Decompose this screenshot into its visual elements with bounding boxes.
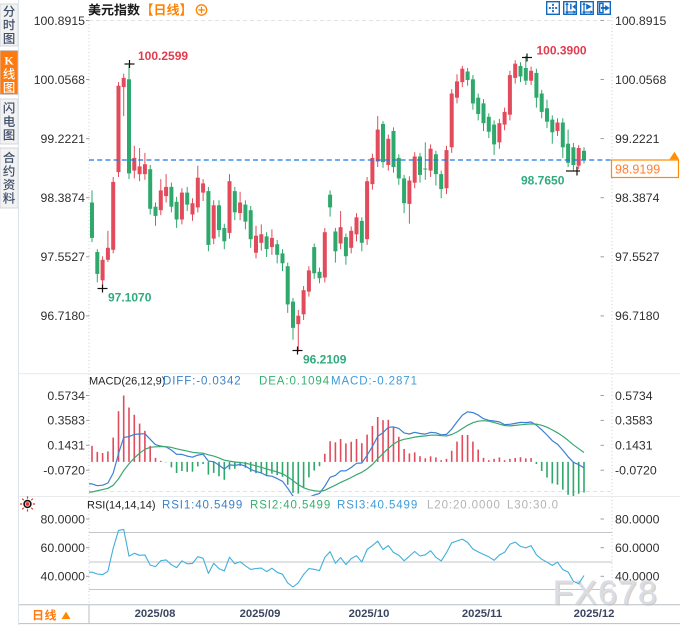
svg-text:0.5734: 0.5734 xyxy=(615,389,653,403)
svg-text:98.9199: 98.9199 xyxy=(615,163,660,177)
svg-text:99.2221: 99.2221 xyxy=(615,132,660,146)
svg-text:80.0000: 80.0000 xyxy=(41,512,86,526)
svg-text:100.0568: 100.0568 xyxy=(615,73,666,87)
svg-text:96.2109: 96.2109 xyxy=(303,353,347,367)
svg-text:40.0000: 40.0000 xyxy=(41,570,86,584)
svg-text:0.5734: 0.5734 xyxy=(47,389,85,403)
svg-text:100.8915: 100.8915 xyxy=(34,14,85,28)
svg-text:98.7650: 98.7650 xyxy=(521,174,565,188)
svg-text:100.0568: 100.0568 xyxy=(34,73,85,87)
svg-text:MACD:-0.2871: MACD:-0.2871 xyxy=(331,376,418,388)
svg-text:2025/10: 2025/10 xyxy=(349,608,390,620)
svg-text:RSI(14,14,14): RSI(14,14,14) xyxy=(87,500,155,512)
svg-text:FX678: FX678 xyxy=(554,576,659,614)
svg-text:100.8915: 100.8915 xyxy=(615,14,666,28)
svg-text:100.2599: 100.2599 xyxy=(138,49,188,63)
svg-text:98.3874: 98.3874 xyxy=(41,191,86,205)
svg-text:0.1431: 0.1431 xyxy=(615,439,653,453)
svg-text:0.1431: 0.1431 xyxy=(47,439,85,453)
svg-text:DIFF:-0.0342: DIFF:-0.0342 xyxy=(163,376,242,388)
svg-text:98.3874: 98.3874 xyxy=(615,191,660,205)
svg-text:60.0000: 60.0000 xyxy=(615,541,660,555)
svg-text:RSI1:40.5499: RSI1:40.5499 xyxy=(162,500,243,512)
svg-text:97.1070: 97.1070 xyxy=(108,291,152,305)
svg-text:-0.0720: -0.0720 xyxy=(43,464,85,478)
svg-text:97.5527: 97.5527 xyxy=(41,250,86,264)
svg-text:DEA:0.1094: DEA:0.1094 xyxy=(259,376,330,388)
svg-text:80.0000: 80.0000 xyxy=(615,512,660,526)
svg-text:96.7180: 96.7180 xyxy=(41,309,86,323)
svg-text:0.3583: 0.3583 xyxy=(47,414,85,428)
svg-text:96.7180: 96.7180 xyxy=(615,309,660,323)
svg-text:FX678: FX678 xyxy=(553,574,658,612)
svg-text:RSI2:40.5499: RSI2:40.5499 xyxy=(250,500,331,512)
svg-text:2025/12: 2025/12 xyxy=(574,608,615,620)
svg-text:99.2221: 99.2221 xyxy=(41,132,86,146)
svg-text:2025/09: 2025/09 xyxy=(240,608,281,620)
svg-text:L30:30.0: L30:30.0 xyxy=(507,500,559,512)
svg-text:-0.0720: -0.0720 xyxy=(615,464,657,478)
svg-text:40.0000: 40.0000 xyxy=(615,570,660,584)
svg-text:100.3900: 100.3900 xyxy=(537,44,587,58)
svg-text:2025/08: 2025/08 xyxy=(135,608,176,620)
svg-text:97.5527: 97.5527 xyxy=(615,250,660,264)
svg-text:2025/11: 2025/11 xyxy=(462,608,502,620)
svg-text:K: K xyxy=(4,54,14,68)
svg-text:MACD(26,12,9): MACD(26,12,9) xyxy=(89,376,165,388)
svg-text:RSI3:40.5499: RSI3:40.5499 xyxy=(337,500,418,512)
svg-text:0.3583: 0.3583 xyxy=(615,414,653,428)
svg-text:60.0000: 60.0000 xyxy=(41,541,86,555)
svg-text:L20:20.0000: L20:20.0000 xyxy=(427,500,501,512)
